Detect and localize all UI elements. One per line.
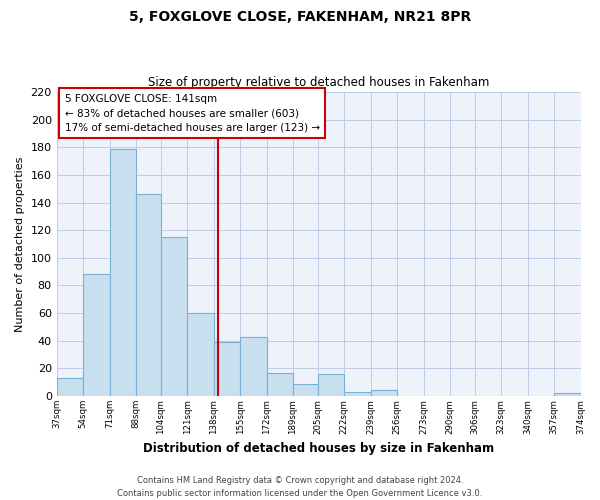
- Text: Contains HM Land Registry data © Crown copyright and database right 2024.
Contai: Contains HM Land Registry data © Crown c…: [118, 476, 482, 498]
- Bar: [110, 148, 136, 396]
- Bar: [344, 392, 371, 396]
- Bar: [136, 194, 161, 396]
- Text: 5 FOXGLOVE CLOSE: 141sqm
← 83% of detached houses are smaller (603)
17% of semi-: 5 FOXGLOVE CLOSE: 141sqm ← 83% of detach…: [65, 94, 320, 133]
- Bar: [318, 374, 344, 396]
- Y-axis label: Number of detached properties: Number of detached properties: [15, 156, 25, 332]
- Bar: [56, 378, 83, 396]
- X-axis label: Distribution of detached houses by size in Fakenham: Distribution of detached houses by size …: [143, 442, 494, 455]
- Title: Size of property relative to detached houses in Fakenham: Size of property relative to detached ho…: [148, 76, 489, 90]
- Bar: [187, 313, 214, 396]
- Bar: [371, 390, 397, 396]
- Bar: [83, 274, 110, 396]
- Bar: [240, 336, 266, 396]
- Bar: [266, 372, 293, 396]
- Bar: [554, 394, 581, 396]
- Bar: [293, 384, 318, 396]
- Bar: [214, 342, 240, 396]
- Text: 5, FOXGLOVE CLOSE, FAKENHAM, NR21 8PR: 5, FOXGLOVE CLOSE, FAKENHAM, NR21 8PR: [129, 10, 471, 24]
- Bar: [161, 237, 187, 396]
